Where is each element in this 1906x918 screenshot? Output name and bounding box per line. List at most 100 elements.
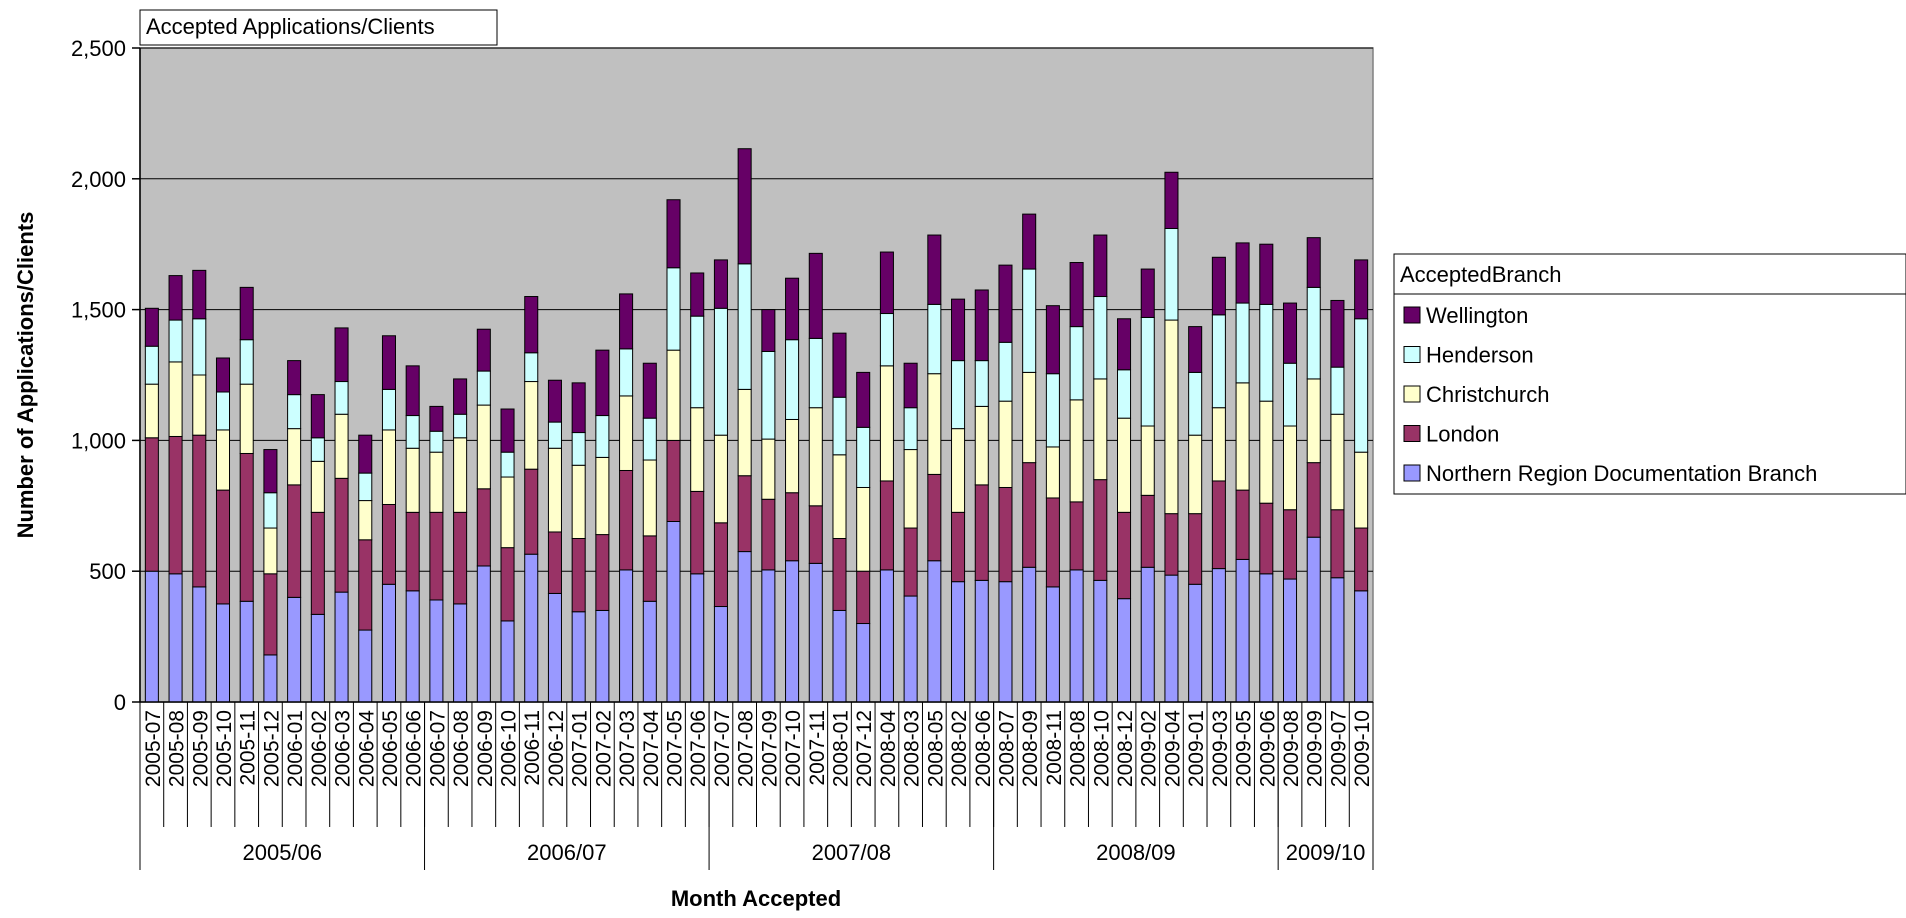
bar-segment [571, 538, 586, 613]
bar-segment [690, 573, 705, 703]
bar-segment [951, 581, 966, 703]
legend-swatch [1403, 346, 1421, 363]
bar-segment [737, 551, 752, 703]
x-tick-label: 2008-02 [948, 710, 971, 787]
bar-segment [595, 415, 610, 458]
bar-segment [713, 434, 728, 524]
bar-segment [666, 439, 681, 522]
bar-segment [168, 573, 183, 703]
bar-segment [619, 293, 634, 350]
x-tick-label: 2007-02 [592, 710, 615, 787]
bar-segment [310, 460, 325, 513]
bar-segment [524, 468, 539, 555]
bar-segment [879, 480, 894, 571]
y-tick-label: 2,000 [71, 167, 126, 192]
bar-segment [500, 620, 515, 703]
bar-segment [951, 511, 966, 583]
bar-segment [287, 428, 302, 486]
bar-segment [1117, 318, 1132, 371]
bar-segment [1188, 583, 1203, 703]
bar-segment [595, 349, 610, 417]
y-tick-label: 1,500 [71, 298, 126, 323]
x-tick-label: 2005-08 [166, 710, 189, 787]
bar-segment [1117, 511, 1132, 600]
y-axis-title: Number of Applications/Clients [13, 212, 38, 539]
legend-items: Wellington Henderson Christchurch London Nor… [1403, 303, 1817, 486]
bar-segment [1093, 378, 1108, 481]
x-tick-label: 2006-09 [474, 710, 497, 787]
bar-segment [737, 148, 752, 265]
plot-area [139, 47, 1374, 703]
y-tick-label: 500 [89, 559, 126, 584]
bar-segment [927, 560, 942, 703]
bar-segment [808, 337, 823, 409]
x-tick-label: 2009-07 [1327, 710, 1350, 787]
bar-segment [1211, 568, 1226, 703]
bar-segment [547, 592, 562, 703]
x-tick-label: 2009-01 [1185, 710, 1208, 787]
bar-segment [1330, 413, 1345, 511]
bar-segment [500, 408, 515, 453]
x-tick-label: 2007-06 [687, 710, 710, 787]
bar-segment [1330, 509, 1345, 579]
bar-segment [405, 365, 420, 417]
bar-segment [1330, 366, 1345, 415]
bar-segment [879, 569, 894, 703]
bar-segment [856, 486, 871, 572]
bar-segment [381, 429, 396, 505]
bar-segment [974, 360, 989, 407]
bar-segment [1140, 425, 1155, 496]
bar-segment [595, 609, 610, 703]
x-tick-label: 2009-09 [1304, 710, 1327, 787]
x-tick-label: 2008-05 [924, 710, 947, 787]
x-tick-label: 2008-04 [877, 710, 900, 787]
bar-segment [1282, 578, 1298, 703]
bar-segment [571, 611, 586, 703]
bar-segment [524, 553, 539, 703]
bar-segment [500, 451, 515, 478]
bar-segment [215, 489, 231, 605]
bar-segment [1211, 314, 1226, 409]
bar-segment [192, 269, 207, 320]
bar-segment [453, 413, 468, 439]
bar-segment [1164, 574, 1179, 703]
bar-segment [263, 527, 278, 575]
legend-swatch [1403, 464, 1421, 482]
bar-segment [713, 606, 728, 703]
bar-segment [1354, 451, 1369, 529]
bar-segment [761, 309, 776, 352]
bar-segment [429, 511, 444, 601]
bar-segment [571, 382, 586, 434]
legend-label: Henderson [1426, 343, 1534, 368]
bar-segment [1259, 303, 1274, 402]
x-tick-label: 2008-06 [972, 710, 995, 787]
x-tick-label: 2007-04 [640, 710, 663, 787]
bar-segment [381, 335, 396, 390]
x-tick-label: 2009-03 [1209, 710, 1232, 787]
bar-segment [619, 469, 634, 571]
bar-segment [1282, 425, 1298, 511]
y-tick-label: 2,500 [71, 36, 126, 61]
bar-segment [381, 503, 396, 585]
bar-segment [832, 538, 847, 611]
bar-segment [595, 534, 610, 611]
bar-segment [927, 473, 942, 562]
x-tick-label: 2006-06 [403, 710, 426, 787]
y-tick-label: 0 [114, 690, 126, 715]
bar-segment [666, 349, 681, 441]
group-label: 2005/06 [243, 840, 323, 865]
bar-segment [405, 447, 420, 513]
x-tick-label: 2008-09 [1019, 710, 1042, 787]
bar-segment [1235, 558, 1250, 703]
bar-segment [1211, 256, 1226, 316]
x-tick-label: 2005-07 [142, 710, 165, 787]
bar-segment [974, 579, 989, 703]
x-tick-label: 2006-05 [379, 710, 402, 787]
bar-segment [1354, 259, 1369, 320]
bar-segment [334, 381, 349, 415]
bar-segment [761, 350, 776, 440]
bar-segment [808, 407, 823, 507]
bar-segment [500, 547, 515, 622]
bar-segment [1069, 501, 1084, 571]
bar-segment [1282, 362, 1298, 427]
